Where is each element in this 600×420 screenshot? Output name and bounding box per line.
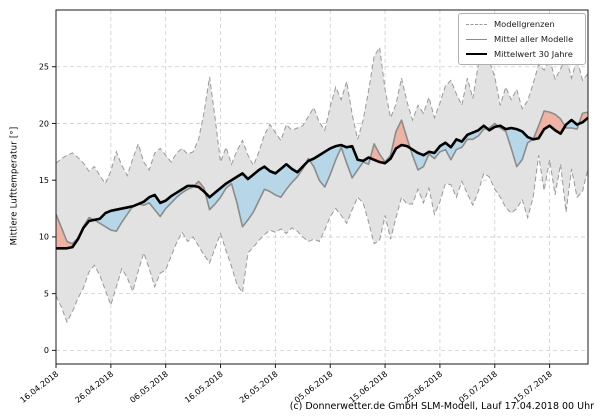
dashed-line-swatch: [466, 23, 487, 25]
legend: Modellgrenzen Mittel aller Modelle Mitte…: [458, 13, 586, 65]
climate-mean-line: [56, 116, 589, 250]
x-tick-label: 16.05.2018: [183, 369, 225, 404]
legend-label: Mittel aller Modelle: [494, 34, 574, 44]
x-tick-label: 05.07.2018: [457, 369, 499, 404]
x-tick-label: 05.06.2018: [293, 369, 335, 404]
legend-label: Mittelwert 30 Jahre: [494, 49, 573, 59]
legend-label: Modellgrenzen: [494, 19, 555, 29]
warmer-fill: [370, 120, 411, 164]
legend-item-modellgrenzen: Modellgrenzen: [466, 18, 578, 30]
colder-fill: [565, 120, 579, 130]
y-tick-label: 25: [39, 63, 49, 72]
x-tick-label: 26.04.2018: [73, 369, 115, 404]
model-lower-bound-line: [55, 155, 589, 324]
axes-frame: [55, 9, 589, 365]
x-tick-label: 26.05.2018: [238, 369, 280, 404]
colder-fill: [498, 125, 534, 167]
warmer-fill: [578, 112, 588, 124]
y-tick-label: 15: [39, 176, 49, 185]
x-tick-label: 15.06.2018: [348, 369, 390, 404]
y-tick-label: 10: [39, 233, 49, 242]
gray-line-swatch: [466, 38, 487, 40]
y-tick-label: 5: [44, 289, 49, 298]
x-tick-label: 06.05.2018: [128, 369, 170, 404]
y-tick-label: 20: [39, 119, 49, 128]
copyright-note: (c) Donnerwetter.de GmbH SLM-Modell, Lau…: [289, 401, 594, 412]
y-axis-label: Mittlere Lufttemperatur [°]: [9, 126, 20, 246]
x-tick-label: 16.04.2018: [19, 369, 61, 404]
black-line-swatch: [466, 53, 487, 55]
colder-fill: [410, 125, 488, 170]
legend-item-mittelwert-30-jahre: Mittelwert 30 Jahre: [466, 48, 578, 60]
legend-item-mittel-aller-modelle: Mittel aller Modelle: [466, 33, 578, 45]
x-tick-label: 25.06.2018: [403, 369, 445, 404]
x-tick-label: 15.07.2018: [512, 369, 554, 404]
y-tick-label: 0: [44, 346, 49, 355]
model-upper-bound-line: [55, 44, 589, 185]
colder-fill: [205, 163, 306, 227]
